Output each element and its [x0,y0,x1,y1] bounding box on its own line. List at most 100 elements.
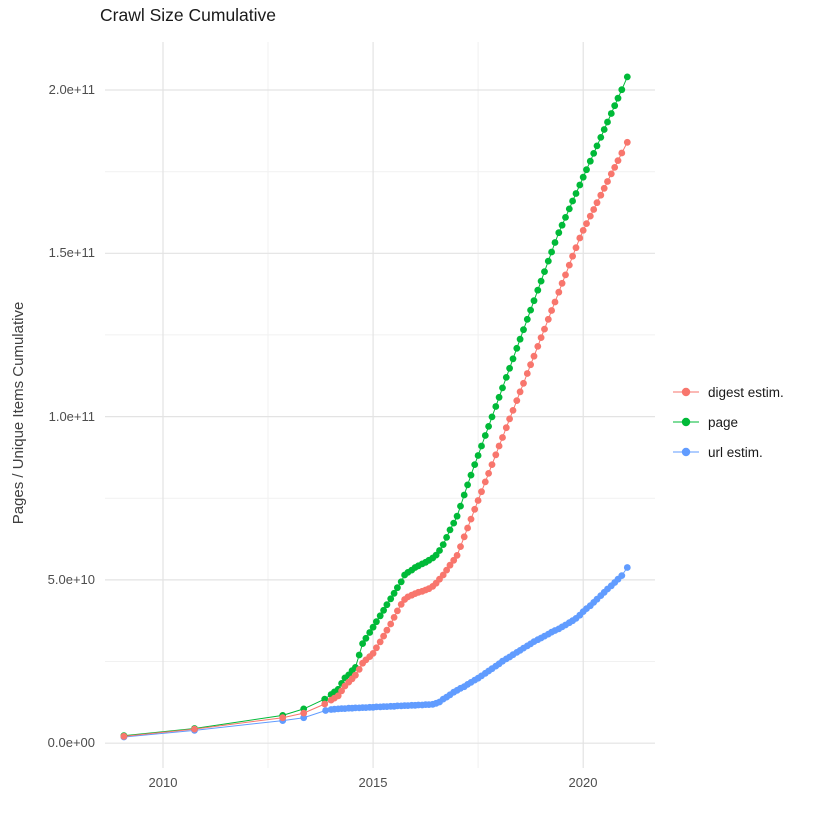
data-point-digest-estim- [614,157,622,164]
chart-title: Crawl Size Cumulative [100,5,277,25]
data-point-digest-estim- [450,556,458,564]
data-point-page [457,502,464,510]
data-point-digest-estim- [376,638,384,646]
data-point-page [369,623,377,631]
legend-label-url-estim: url estim. [708,444,763,460]
data-point-page [520,326,527,334]
data-point-digest-estim- [607,170,615,178]
data-point-page [618,86,626,94]
data-point-page [586,157,594,165]
data-point-page [534,286,542,294]
data-point-digest-estim- [506,415,513,423]
legend: digest estim. page url estim. [673,377,784,467]
data-point-digest-estim- [541,325,548,333]
data-point-digest-estim- [502,424,510,432]
data-point-page [492,403,500,410]
data-point-digest-estim- [474,497,482,504]
data-point-page [485,423,492,430]
data-point-url-estim- [623,564,631,571]
data-point-digest-estim- [439,571,447,579]
data-point-digest-estim- [380,632,387,640]
data-point-digest-estim- [509,407,517,414]
data-point-digest-estim- [555,288,563,296]
x-tick-label: 2020 [568,775,598,790]
data-point-digest-estim- [576,234,584,242]
data-point-digest-estim- [355,666,363,673]
data-point-digest-estim- [394,607,401,615]
data-point-page [506,364,513,372]
data-point-digest-estim- [321,700,329,708]
data-point-digest-estim- [527,361,534,369]
data-point-digest-estim- [586,212,594,220]
data-point-page [551,239,559,246]
data-point-page [366,629,374,636]
data-point-page [387,595,395,603]
legend-key-digest-estim-icon [673,387,699,397]
data-point-page [548,248,555,256]
data-point-page [471,461,479,468]
data-point-page [611,102,619,110]
data-point-page [590,150,598,157]
data-point-digest-estim- [590,206,598,213]
data-point-digest-estim- [387,620,395,628]
data-point-page [502,374,510,381]
data-point-page [558,221,566,229]
data-point-digest-estim- [569,252,576,260]
data-point-digest-estim- [485,470,492,477]
data-point-digest-estim- [383,626,391,634]
data-point-digest-estim- [593,199,601,207]
data-point-digest-estim- [492,451,500,459]
plot-panel [105,42,655,768]
data-point-digest-estim- [338,687,345,695]
data-point-page [607,110,615,117]
data-point-digest-estim- [544,315,552,323]
data-point-page [513,344,521,352]
data-point-page [527,306,534,314]
data-point-page [572,190,580,197]
data-point-digest-estim- [583,220,590,228]
data-point-digest-estim- [191,725,198,733]
x-tick-label: 2010 [148,775,178,790]
data-point-page [460,491,468,499]
x-tick-label: 2015 [358,775,388,790]
data-point-page [450,519,458,527]
data-point-digest-estim- [446,561,454,569]
data-point-digest-estim- [530,352,538,360]
data-point-page [488,413,496,421]
data-point-page [464,481,471,489]
data-point-page [467,471,475,479]
data-point-digest-estim- [618,149,626,157]
data-point-page [390,589,398,597]
data-point-digest-estim- [520,379,527,387]
data-point-page [355,651,363,659]
data-point-url-estim- [618,572,626,579]
y-tick-label: 5.0e+10 [47,572,95,587]
data-point-page [446,526,454,534]
data-point-digest-estim- [467,515,475,523]
data-point-page [453,512,461,520]
data-point-page [478,442,485,450]
data-point-page [579,173,587,181]
data-point-page [593,142,601,150]
data-point-digest-estim- [516,388,524,396]
data-point-page [541,268,548,275]
data-point-page [523,315,531,323]
data-point-page [600,126,608,133]
data-point-digest-estim- [279,714,287,722]
data-point-page [576,181,584,189]
data-point-digest-estim- [397,601,405,608]
data-point-page [614,94,622,102]
data-point-digest-estim- [495,442,503,450]
data-point-page [362,634,370,642]
data-point-page [597,134,605,141]
data-point-page [544,257,552,265]
data-point-digest-estim- [300,709,308,717]
data-point-page [481,432,489,439]
data-point-page [537,277,545,285]
data-point-page [436,547,443,554]
legend-key-url-estim-icon [673,447,699,457]
data-point-digest-estim- [373,644,380,652]
data-point-page [530,297,538,305]
data-point-page [321,695,329,703]
data-point-digest-estim- [611,164,619,171]
